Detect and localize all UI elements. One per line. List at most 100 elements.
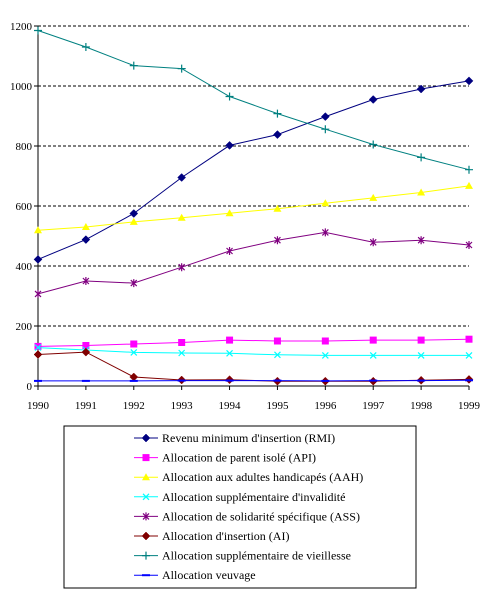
- data-point: [82, 342, 90, 349]
- data-point: [142, 493, 150, 501]
- data-point: [225, 92, 234, 101]
- data-point: [417, 153, 426, 162]
- data-point: [369, 336, 377, 344]
- data-point: [81, 347, 91, 357]
- data-point: [142, 473, 150, 481]
- x-tick-label: 1996: [314, 400, 337, 412]
- data-point: [417, 236, 425, 245]
- x-tick-label: 1999: [458, 400, 481, 412]
- data-point: [273, 204, 282, 212]
- data-point: [321, 228, 329, 237]
- data-point: [129, 209, 139, 218]
- legend-label: Revenu minimum d'insertion (RMI): [162, 431, 335, 445]
- series-4: [34, 344, 473, 359]
- data-point: [225, 141, 234, 150]
- data-point: [465, 181, 473, 189]
- series-1: [33, 76, 474, 264]
- legend-item: Allocation veuvage: [134, 568, 256, 582]
- series-line: [37, 185, 470, 231]
- data-point: [142, 551, 150, 560]
- data-point: [130, 348, 138, 356]
- data-point: [141, 433, 151, 443]
- data-point: [82, 277, 90, 285]
- series-line: [37, 338, 470, 347]
- data-point: [417, 351, 425, 359]
- data-point: [34, 289, 42, 298]
- legend-item: Allocation de parent isolé (API): [134, 451, 316, 465]
- series-line: [37, 30, 470, 171]
- series-line: [37, 347, 469, 356]
- data-point: [141, 531, 151, 541]
- series-line: [38, 379, 470, 382]
- legend-label: Allocation d'insertion (AI): [162, 529, 289, 543]
- data-point: [226, 336, 234, 344]
- data-point: [369, 351, 377, 359]
- y-tick-label: 1000: [10, 81, 33, 93]
- data-point: [273, 337, 281, 345]
- legend: Revenu minimum d'insertion (RMI) Allocati…: [63, 425, 417, 589]
- data-point: [130, 279, 138, 288]
- data-point: [321, 351, 329, 359]
- series-3: [34, 181, 473, 234]
- series-8: [34, 379, 473, 382]
- legend-item: Allocation d'insertion (AI): [134, 529, 289, 543]
- data-point: [369, 193, 378, 201]
- data-point: [34, 26, 42, 35]
- data-point: [465, 335, 473, 343]
- legend-label: Allocation veuvage: [162, 568, 256, 582]
- data-point: [177, 173, 187, 182]
- data-point: [465, 351, 473, 359]
- data-point: [465, 241, 473, 249]
- y-tick-label: 0: [27, 381, 33, 393]
- data-point: [129, 217, 138, 225]
- y-tick-label: 400: [16, 261, 33, 273]
- data-point: [369, 140, 378, 149]
- x-tick-label: 1992: [123, 400, 145, 412]
- data-point: [416, 84, 426, 94]
- data-point: [33, 350, 43, 359]
- legend-label: Allocation supplémentaire d'invalidité: [162, 490, 345, 504]
- series-lines: [33, 26, 474, 386]
- data-point: [178, 349, 186, 357]
- data-point: [34, 226, 42, 234]
- data-point: [273, 109, 282, 118]
- data-point: [130, 340, 138, 348]
- data-point: [33, 255, 43, 264]
- legend-item: Revenu minimum d'insertion (RMI): [134, 431, 335, 445]
- series-line: [37, 80, 470, 260]
- legend-label: Allocation de solidarité spécifique (ASS…: [162, 509, 360, 523]
- data-point: [34, 342, 42, 350]
- legend-label: Allocation supplémentaire de vieillesse: [162, 549, 351, 563]
- x-tick-label: 1998: [410, 400, 433, 412]
- data-point: [464, 76, 474, 86]
- y-tick-label: 800: [16, 141, 33, 153]
- data-point: [129, 61, 138, 70]
- data-point: [368, 95, 378, 104]
- x-tick-labels: 1990 1991 1992 1993 1994 1995 1996 1997 1998 1999: [27, 400, 481, 412]
- series-5: [34, 228, 473, 298]
- data-point: [226, 247, 233, 255]
- x-tick-label: 1993: [171, 400, 194, 412]
- data-point: [177, 64, 186, 73]
- data-point: [417, 336, 425, 344]
- data-point: [320, 112, 330, 121]
- data-point: [142, 512, 150, 521]
- data-point: [142, 454, 150, 462]
- gridlines: [34, 25, 469, 387]
- legend-label: Allocation aux adultes handicapés (AAH): [162, 470, 363, 484]
- series-line: [37, 351, 470, 382]
- data-point: [274, 351, 281, 359]
- legend-label: Allocation de parent isolé (API): [162, 451, 316, 465]
- data-point: [81, 223, 90, 230]
- data-point: [81, 235, 91, 244]
- x-tick-label: 1994: [219, 400, 242, 412]
- series-line: [37, 231, 470, 295]
- legend-item: Allocation supplémentaire d'invalidité: [134, 490, 345, 504]
- data-point: [321, 125, 330, 134]
- data-point: [274, 236, 281, 245]
- data-point: [273, 130, 282, 139]
- axes: [37, 26, 470, 390]
- y-tick-labels: 0 200 400 600 800 1000 1200: [10, 21, 33, 393]
- x-tick-label: 1991: [75, 400, 97, 412]
